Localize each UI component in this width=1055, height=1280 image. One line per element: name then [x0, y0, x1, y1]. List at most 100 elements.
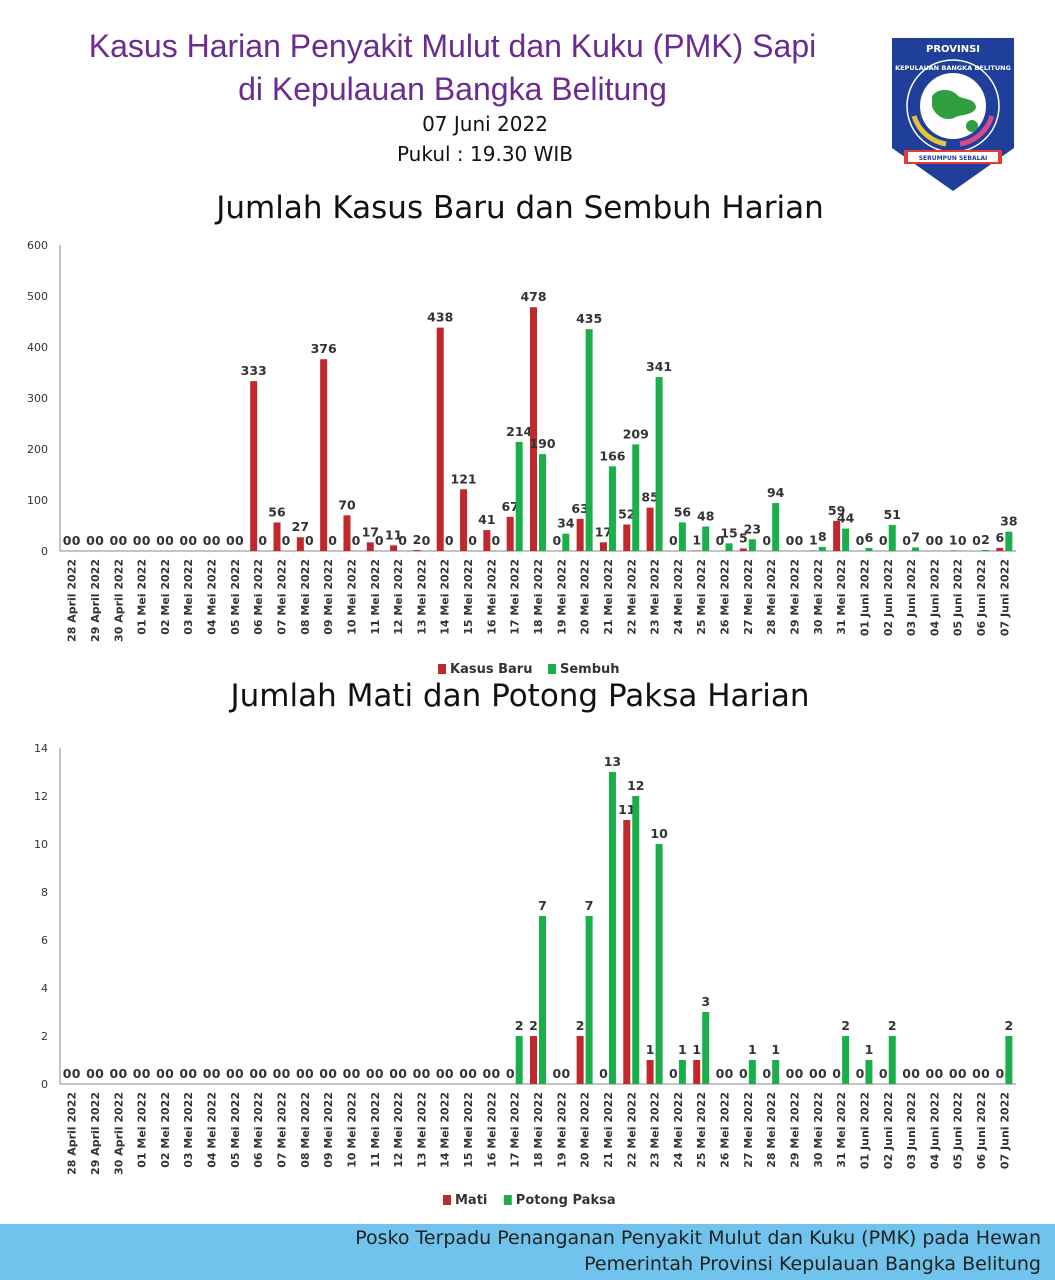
- data-label: 0: [156, 533, 165, 548]
- bar-sembuh: [585, 329, 593, 551]
- bar-sembuh: [632, 444, 640, 551]
- data-label: 0: [762, 533, 771, 548]
- bar-sembuh: [539, 454, 546, 551]
- bar-mati: [576, 1036, 584, 1084]
- bar-mati: [693, 1060, 701, 1084]
- data-label: 41: [478, 512, 495, 527]
- data-label: 15: [720, 525, 737, 540]
- x-tick-label: 23 Mei 2022: [649, 559, 662, 635]
- y-tick-label: 2: [41, 1030, 48, 1043]
- chart1-title: Jumlah Kasus Baru dan Sembuh Harian: [216, 190, 824, 226]
- data-label: 0: [72, 533, 81, 548]
- main-title-line1: Kasus Harian Penyakit Mulut dan Kuku (PM…: [88, 28, 817, 64]
- bar-sembuh: [912, 547, 920, 551]
- data-label: 0: [856, 533, 865, 548]
- province-emblem-logo: PROVINSI KEPULAUAN BANGKA BELITUNG SERUM…: [888, 34, 1018, 196]
- bar-sembuh: [678, 522, 686, 551]
- x-tick-label: 05 Mei 2022: [229, 559, 242, 635]
- x-tick-label: 08 Mei 2022: [299, 559, 312, 635]
- y-tick-label: 200: [27, 443, 48, 456]
- data-label: 0: [459, 1066, 468, 1081]
- x-tick-label: 10 Mei 2022: [345, 1092, 358, 1168]
- x-tick-label: 04 Mei 2022: [206, 559, 219, 635]
- data-label: 0: [445, 1066, 454, 1081]
- data-label: 0: [366, 1066, 375, 1081]
- data-label: 5: [739, 530, 748, 545]
- data-label: 2: [981, 532, 990, 547]
- data-label: 0: [212, 1066, 221, 1081]
- data-label: 0: [492, 1066, 501, 1081]
- x-tick-label: 27 Mei 2022: [742, 559, 755, 635]
- data-label: 0: [599, 1066, 608, 1081]
- x-tick-label: 14 Mei 2022: [439, 559, 452, 635]
- data-label: 0: [226, 533, 235, 548]
- data-label: 478: [520, 289, 546, 304]
- data-label: 0: [995, 1066, 1004, 1081]
- data-label: 0: [483, 1066, 492, 1081]
- bar-potong-paksa: [702, 1012, 710, 1084]
- data-label: 1: [809, 532, 818, 547]
- data-label: 0: [468, 1066, 477, 1081]
- x-tick-label: 30 Mei 2022: [812, 559, 825, 635]
- data-label: 11: [618, 802, 635, 817]
- bar-potong-paksa: [772, 1060, 780, 1084]
- data-label: 0: [935, 533, 944, 548]
- data-label: 0: [72, 1066, 81, 1081]
- x-tick-label: 07 Juni 2022: [998, 1092, 1011, 1169]
- x-tick-label: 21 Mei 2022: [602, 559, 615, 635]
- data-label: 7: [911, 529, 920, 544]
- data-label: 0: [142, 1066, 151, 1081]
- bar-sembuh: [608, 466, 616, 551]
- x-tick-label: 07 Mei 2022: [276, 559, 289, 635]
- data-label: 0: [552, 1066, 561, 1081]
- data-label: 2: [413, 532, 422, 547]
- data-label: 0: [109, 1066, 118, 1081]
- data-label: 0: [235, 533, 244, 548]
- legend-label: Sembuh: [560, 662, 620, 677]
- bar-sembuh: [1005, 531, 1013, 551]
- data-label: 0: [795, 1066, 804, 1081]
- y-tick-label: 0: [41, 1078, 48, 1091]
- x-tick-label: 19 Mei 2022: [555, 1092, 568, 1168]
- bar-potong-paksa: [515, 1036, 523, 1084]
- data-label: 63: [571, 501, 588, 516]
- y-tick-label: 0: [41, 545, 48, 558]
- data-label: 0: [179, 1066, 188, 1081]
- data-label: 0: [282, 1066, 291, 1081]
- data-label: 2: [1004, 1018, 1013, 1033]
- bar-kasus-baru: [739, 548, 747, 551]
- data-label: 0: [375, 1066, 384, 1081]
- bar-potong-paksa: [842, 1036, 850, 1084]
- bar-sembuh: [772, 503, 780, 551]
- data-label: 0: [296, 1066, 305, 1081]
- x-tick-label: 18 Mei 2022: [532, 559, 545, 635]
- y-tick-label: 6: [41, 934, 48, 947]
- data-label: 0: [188, 1066, 197, 1081]
- data-label: 0: [506, 1066, 515, 1081]
- data-label: 0: [786, 533, 795, 548]
- x-tick-label: 29 April 2022: [89, 559, 102, 642]
- x-tick-label: 25 Mei 2022: [695, 559, 708, 635]
- report-time: Pukul : 19.30 WIB: [396, 142, 574, 166]
- data-label: 10: [650, 826, 668, 841]
- data-label: 0: [832, 1066, 841, 1081]
- bar-sembuh: [702, 526, 710, 551]
- x-tick-label: 15 Mei 2022: [462, 559, 475, 635]
- data-label: 0: [669, 1066, 678, 1081]
- data-label: 0: [328, 1066, 337, 1081]
- x-tick-label: 28 April 2022: [66, 559, 79, 642]
- data-label: 166: [599, 448, 625, 463]
- x-tick-label: 03 Juni 2022: [905, 1092, 918, 1169]
- bar-kasus-baru: [390, 545, 398, 551]
- data-label: 1: [692, 532, 701, 547]
- x-tick-label: 03 Mei 2022: [182, 1092, 195, 1168]
- data-label: 0: [319, 1066, 328, 1081]
- data-label: 0: [63, 533, 72, 548]
- bar-sembuh: [515, 441, 523, 551]
- x-tick-label: 04 Mei 2022: [206, 1092, 219, 1168]
- x-tick-label: 26 Mei 2022: [719, 1092, 732, 1168]
- data-label: 17: [362, 524, 379, 539]
- bar-mati: [623, 820, 631, 1084]
